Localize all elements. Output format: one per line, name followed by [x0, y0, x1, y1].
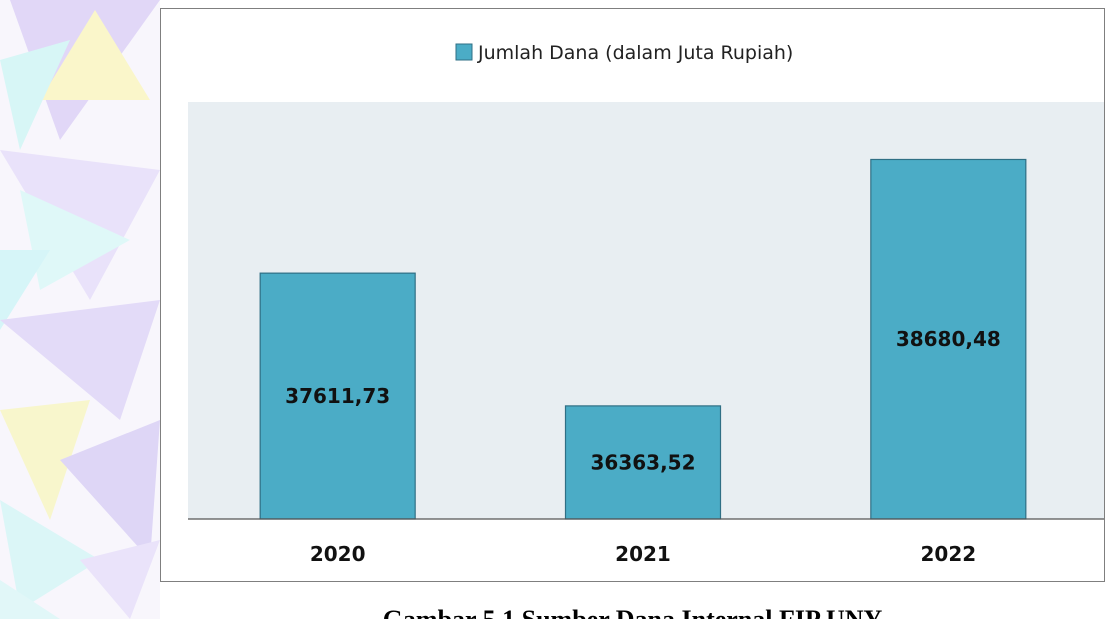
chart-frame: Jumlah Dana (dalam Juta Rupiah) 37611,73…: [160, 8, 1105, 582]
data-label-2020: 37611,73: [285, 384, 390, 408]
data-label-2021: 36363,52: [590, 450, 695, 474]
bar-2022: [870, 158, 1027, 520]
x-tick-label-2021: 2021: [615, 542, 671, 566]
figure-caption: Gambar 5.1 Sumber Dana Internal FIP UNY: [160, 600, 1105, 619]
legend: Jumlah Dana (dalam Juta Rupiah): [455, 42, 793, 64]
legend-swatch: [455, 43, 473, 61]
x-tick-label-2022: 2022: [920, 542, 976, 566]
legend-label: Jumlah Dana (dalam Juta Rupiah): [477, 42, 793, 64]
x-tick-label-2020: 2020: [310, 542, 366, 566]
bar-chart: Jumlah Dana (dalam Juta Rupiah) 37611,73…: [188, 42, 1104, 566]
data-label-2022: 38680,48: [896, 327, 1001, 351]
bar-2021: [564, 405, 722, 520]
decorative-background: [0, 0, 160, 619]
